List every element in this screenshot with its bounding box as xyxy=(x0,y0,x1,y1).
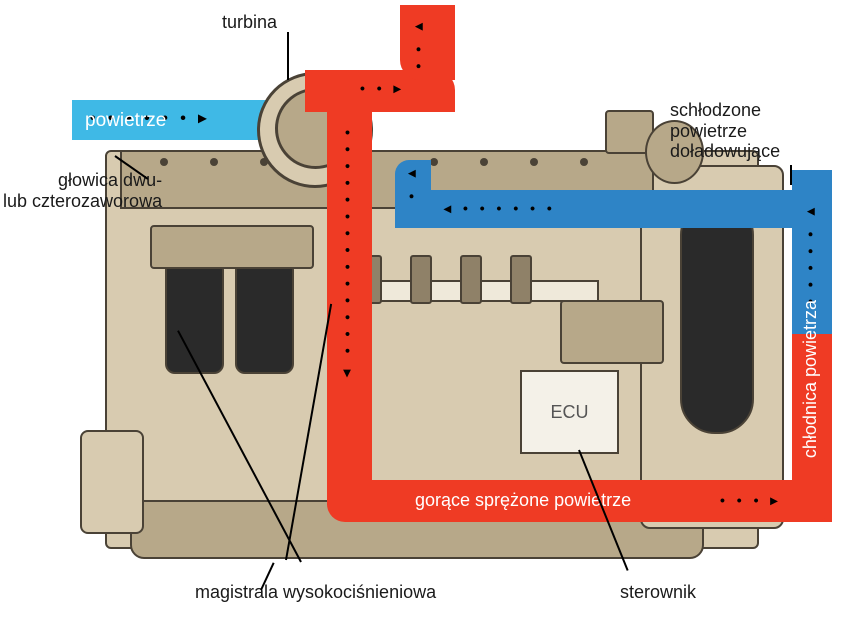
exhaust-arrow-bend: • • ▸ xyxy=(360,80,405,97)
fuel-filter-2 xyxy=(235,260,294,374)
label-chlodnica: chłodnica powietrza xyxy=(800,300,821,458)
flow-exhaust-up xyxy=(400,5,455,80)
engine-flywheel xyxy=(680,200,754,434)
engine-foot-left xyxy=(80,430,144,534)
leader-turbina xyxy=(287,32,289,80)
accessory-block xyxy=(560,300,664,364)
injector xyxy=(460,255,482,304)
injector xyxy=(410,255,432,304)
leader-schlodzone xyxy=(790,165,792,185)
label-schlodzone: schłodzone powietrze doładowujące xyxy=(670,100,780,162)
ecu-box: ECU xyxy=(520,370,619,454)
ecu-label: ECU xyxy=(550,402,588,423)
injector xyxy=(510,255,532,304)
label-magistrala: magistrala wysokociśnieniowa xyxy=(195,582,436,603)
cooled-arrow-v: • • • • • ▸ xyxy=(802,200,818,304)
label-powietrze: powietrze xyxy=(85,110,166,132)
label-turbina: turbina xyxy=(222,12,277,33)
label-sterownik: sterownik xyxy=(620,582,696,603)
hot-arrow-v: • • • • • • • • • • • • • • ▾ xyxy=(340,130,356,385)
engine-diagram: • • • • • • ▸ • • • • • • • • • • • • • … xyxy=(0,0,867,623)
cooled-arrow-h: • • • • • • ▸ xyxy=(440,200,552,217)
cooled-arrow-up: • ▸ xyxy=(403,162,419,199)
label-glowica: głowica dwu- lub czterozaworowa xyxy=(3,170,162,211)
hot-arrow-h: • • • ▸ xyxy=(720,492,781,509)
fuel-filter-1 xyxy=(165,260,224,374)
exhaust-arrow-up: • • ▸ xyxy=(410,15,426,69)
fuel-filter-bracket xyxy=(150,225,314,269)
